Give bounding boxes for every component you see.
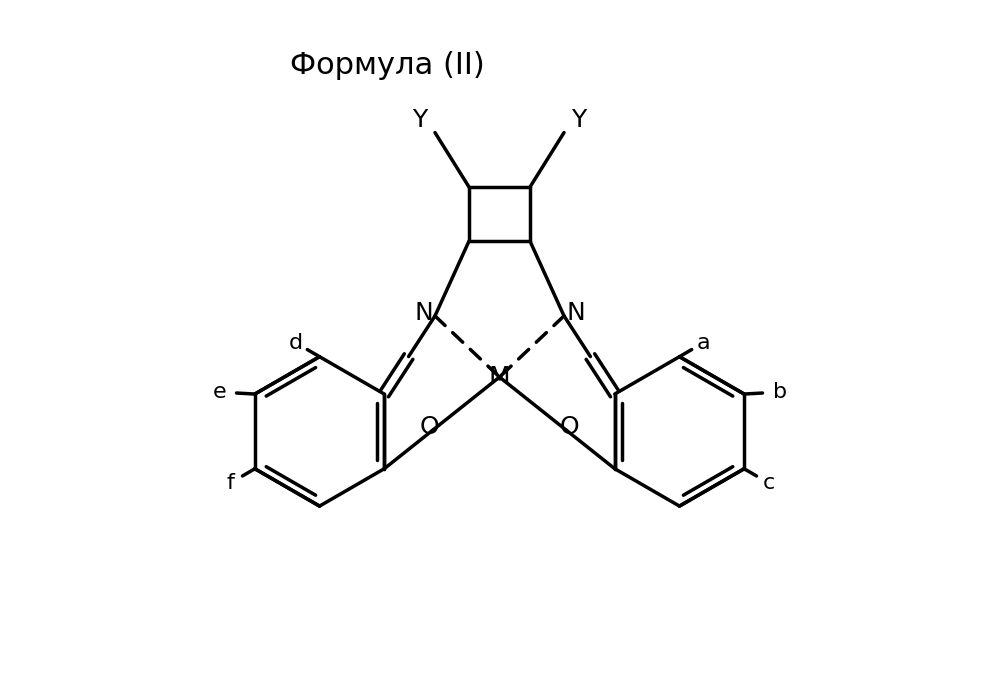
- Text: N: N: [414, 301, 433, 325]
- Text: N: N: [566, 301, 585, 325]
- Text: O: O: [559, 415, 578, 439]
- Text: b: b: [772, 382, 786, 402]
- Text: Y: Y: [571, 108, 586, 132]
- Text: Y: Y: [413, 108, 428, 132]
- Text: M: M: [489, 365, 510, 389]
- Text: d: d: [289, 333, 303, 353]
- Text: a: a: [696, 333, 710, 353]
- Text: c: c: [763, 473, 775, 493]
- Text: O: O: [421, 415, 440, 439]
- Text: e: e: [213, 382, 226, 402]
- Text: Формула (II): Формула (II): [290, 51, 485, 80]
- Text: f: f: [226, 473, 234, 493]
